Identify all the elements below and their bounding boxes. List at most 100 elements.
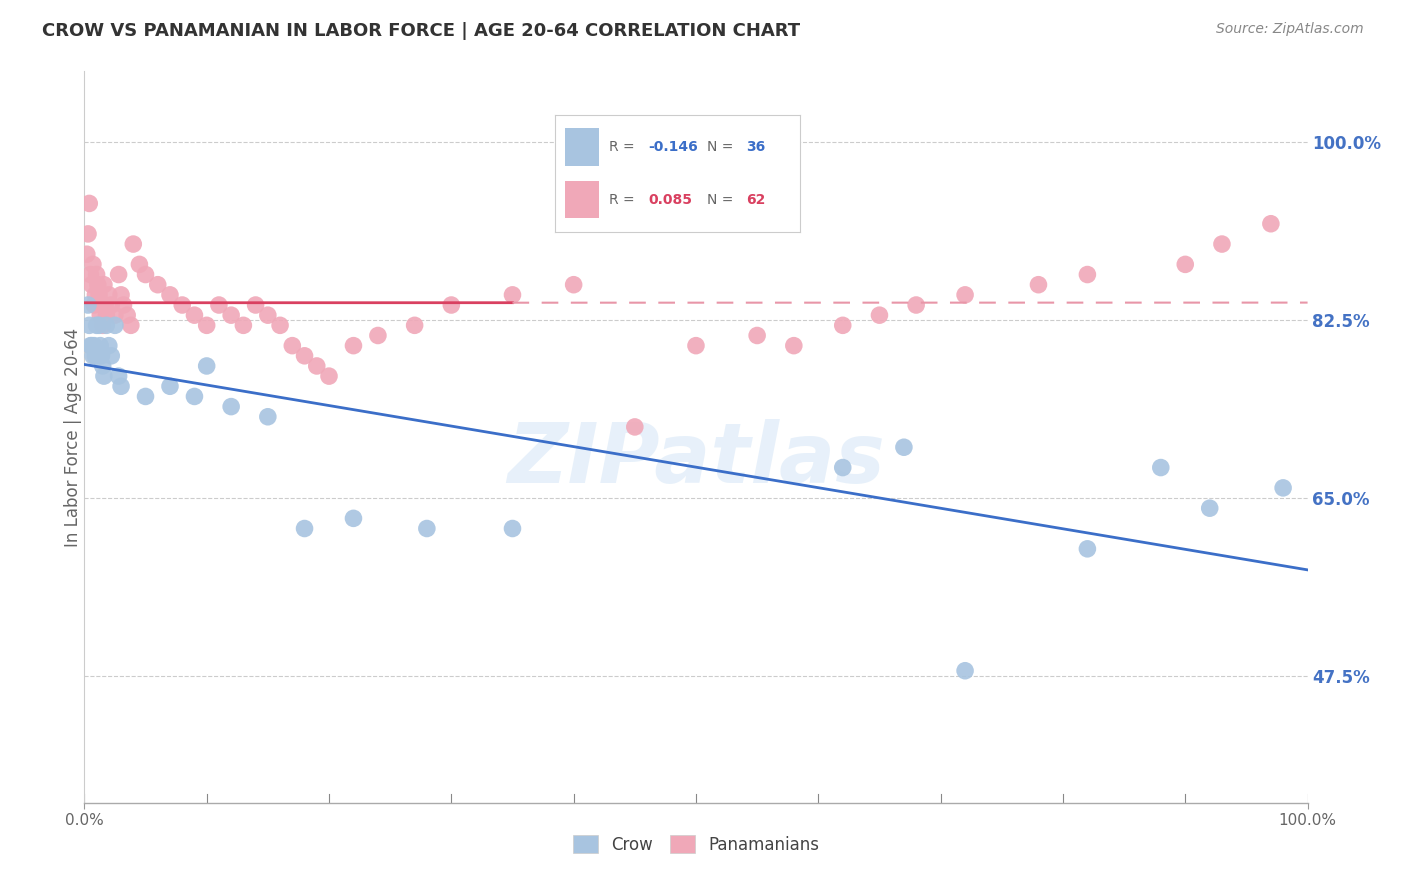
Point [624,420,647,434]
Point [128,257,150,271]
Point [104,308,127,322]
Point [1272,481,1295,495]
Point [96,308,118,322]
Point [86,268,108,282]
Point [84,288,107,302]
Point [80,338,103,352]
Point [94,298,117,312]
Point [831,460,853,475]
Point [245,298,267,312]
Point [159,379,181,393]
Point [115,308,138,322]
Point [1076,541,1098,556]
Point [305,359,328,373]
Point [96,318,118,333]
Point [135,389,157,403]
Point [77,196,100,211]
Point [100,349,122,363]
Point [76,247,98,261]
Point [90,349,112,363]
Point [120,318,142,333]
Point [84,349,107,363]
Point [953,664,976,678]
Point [112,298,135,312]
Point [831,318,853,333]
Point [87,277,110,292]
Point [281,338,304,352]
Point [257,308,280,322]
Point [107,369,129,384]
Point [100,298,122,312]
Point [77,298,100,312]
Point [269,318,291,333]
Point [183,389,205,403]
Point [440,298,463,312]
Point [110,379,132,393]
Point [416,521,439,535]
Point [342,338,364,352]
Point [110,288,132,302]
Point [79,338,101,352]
Point [404,318,426,333]
Point [122,237,145,252]
Y-axis label: In Labor Force | Age 20-64: In Labor Force | Age 20-64 [65,327,82,547]
Point [83,338,105,352]
Point [783,338,806,352]
Point [146,277,169,292]
Text: Source: ZipAtlas.com: Source: ZipAtlas.com [1216,22,1364,37]
Point [79,268,101,282]
Point [953,288,976,302]
Point [1198,501,1220,516]
Point [97,338,120,352]
Point [294,349,316,363]
Point [893,440,915,454]
Point [104,318,127,333]
Point [135,268,157,282]
Point [89,308,111,322]
Text: ZIPatlas: ZIPatlas [508,418,884,500]
Point [107,268,129,282]
Point [183,308,205,322]
Point [89,338,111,352]
Point [208,298,231,312]
Point [93,369,115,384]
Point [257,409,280,424]
Point [77,227,100,241]
Point [195,318,218,333]
Point [342,511,364,525]
Point [294,521,316,535]
Point [219,400,242,414]
Point [1211,237,1233,252]
Point [502,288,524,302]
Point [747,328,769,343]
Point [219,308,242,322]
Point [87,288,110,302]
Point [159,288,181,302]
Point [562,277,585,292]
Point [1260,217,1282,231]
Point [232,318,254,333]
Point [1150,460,1173,475]
Legend: Crow, Panamanians: Crow, Panamanians [567,829,825,860]
Point [195,359,218,373]
Point [90,298,112,312]
Point [1028,277,1050,292]
Point [172,298,194,312]
Point [80,277,103,292]
Point [502,521,524,535]
Point [1076,268,1098,282]
Point [367,328,389,343]
Point [87,318,110,333]
Point [1174,257,1197,271]
Point [318,369,340,384]
Point [685,338,707,352]
Text: CROW VS PANAMANIAN IN LABOR FORCE | AGE 20-64 CORRELATION CHART: CROW VS PANAMANIAN IN LABOR FORCE | AGE … [42,22,800,40]
Point [97,288,120,302]
Point [83,298,105,312]
Point [905,298,928,312]
Point [82,349,104,363]
Point [77,318,100,333]
Point [86,318,108,333]
Point [869,308,891,322]
Point [82,257,104,271]
